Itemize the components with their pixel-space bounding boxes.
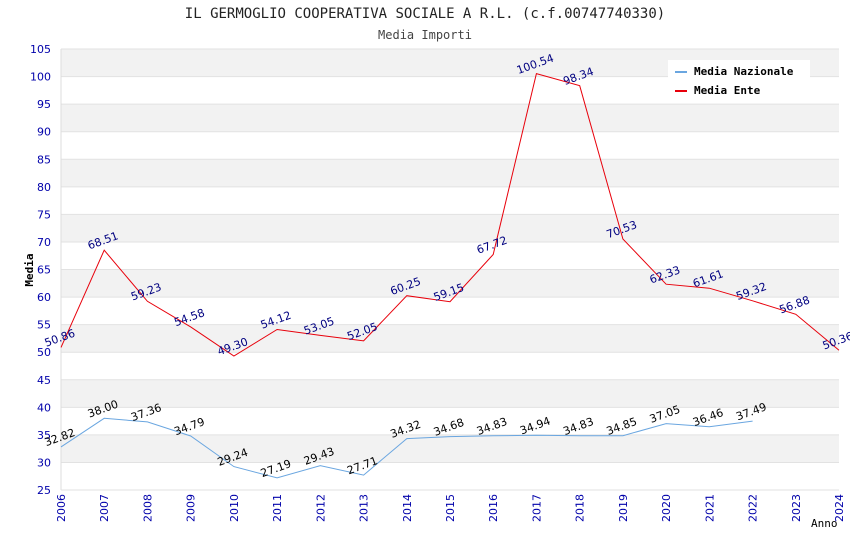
grid-bands xyxy=(60,48,839,491)
y-tick-label: 40 xyxy=(37,401,51,414)
grid-band xyxy=(61,241,839,270)
legend-box xyxy=(668,60,810,102)
y-tick-label: 100 xyxy=(30,71,51,84)
x-tick-label: 2023 xyxy=(790,494,803,522)
x-tick-label: 2019 xyxy=(617,494,630,522)
y-tick-label: 85 xyxy=(37,153,51,166)
x-tick-label: 2021 xyxy=(703,494,716,522)
series-lines xyxy=(60,72,840,479)
legend-label-nazionale: Media Nazionale xyxy=(694,65,794,78)
grid-band xyxy=(61,131,839,160)
series-line-ente xyxy=(60,72,840,357)
x-tick-label: 2016 xyxy=(487,494,500,522)
x-axis-label: Anno xyxy=(811,517,838,530)
legend: Media Nazionale Media Ente xyxy=(668,60,810,102)
grid-band xyxy=(61,269,839,298)
chart-subtitle: Media Importi xyxy=(378,28,472,42)
x-tick-label: 2017 xyxy=(530,494,543,522)
y-axis-label: Media xyxy=(23,253,36,286)
x-tick-label: 2012 xyxy=(314,494,327,522)
x-tick-label: 2013 xyxy=(358,494,371,522)
y-tick-label: 65 xyxy=(37,264,51,277)
x-tick-label: 2008 xyxy=(141,494,154,522)
y-tick-label: 90 xyxy=(37,126,51,139)
y-tick-label: 95 xyxy=(37,98,51,111)
x-tick-label: 2006 xyxy=(55,494,68,522)
grid-band xyxy=(61,462,839,490)
x-tick-label: 2007 xyxy=(98,494,111,522)
grid-band xyxy=(61,104,839,132)
y-tick-label: 105 xyxy=(30,43,51,56)
x-tick-label: 2014 xyxy=(401,494,414,522)
y-tick-label: 80 xyxy=(37,181,51,194)
y-tick-label: 60 xyxy=(37,291,51,304)
grid-band xyxy=(61,434,839,463)
x-tick-label: 2009 xyxy=(185,494,198,522)
grid-band xyxy=(61,159,839,187)
x-tick-label: 2022 xyxy=(747,494,760,522)
x-tick-label: 2020 xyxy=(660,494,673,522)
y-tick-label: 75 xyxy=(37,208,51,221)
y-tick-label: 45 xyxy=(37,374,51,387)
series-line-nazionale xyxy=(60,417,753,479)
y-tick-label: 50 xyxy=(37,346,51,359)
x-tick-label: 2024 xyxy=(833,494,846,522)
y-tick-label: 55 xyxy=(37,319,51,332)
x-axis-ticks: 2006 2007 2008 2009 2010 2011 2012 2013 2014 2015… xyxy=(55,494,846,522)
y-tick-label: 70 xyxy=(37,236,51,249)
legend-label-ente: Media Ente xyxy=(694,84,761,97)
grid-band xyxy=(61,214,839,242)
y-tick-label: 30 xyxy=(37,456,51,469)
x-tick-label: 2018 xyxy=(574,494,587,522)
chart-title: IL GERMOGLIO COOPERATIVA SOCIALE A R.L. … xyxy=(185,6,665,22)
grid-band xyxy=(61,379,839,408)
x-tick-label: 2010 xyxy=(228,494,241,522)
x-tick-label: 2015 xyxy=(444,494,457,522)
x-tick-label: 2011 xyxy=(271,494,284,522)
grid-band xyxy=(61,186,839,215)
y-tick-label: 25 xyxy=(37,484,51,497)
grid-band xyxy=(61,407,839,435)
grid-band xyxy=(61,324,839,353)
y-axis-ticks: 25 30 35 40 45 50 55 60 65 70 75 80 85 90 95 100 105 xyxy=(30,43,51,497)
grid-band xyxy=(61,352,839,380)
y-tick-label: 35 xyxy=(37,429,51,442)
